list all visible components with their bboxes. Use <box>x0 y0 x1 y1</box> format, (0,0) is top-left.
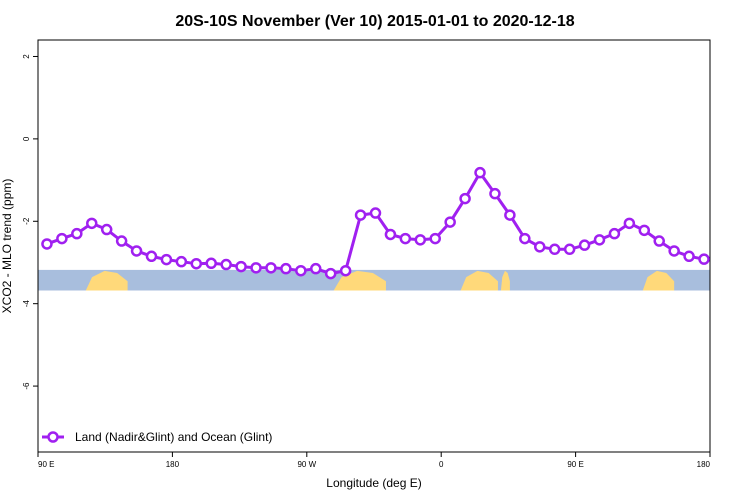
data-point-18 <box>310 262 322 275</box>
data-point-24 <box>399 232 412 245</box>
legend-label: Land (Nadir&Glint) and Ocean (Glint) <box>75 430 272 444</box>
data-point-35 <box>563 243 576 256</box>
data-point-17 <box>295 264 307 277</box>
data-point-12 <box>220 258 232 271</box>
data-point-23 <box>384 228 397 241</box>
data-point-26 <box>429 232 441 245</box>
data-point-8 <box>160 253 173 266</box>
data-point-9 <box>175 255 188 268</box>
data-point-14 <box>250 262 262 274</box>
data-point-3 <box>86 217 98 230</box>
data-point-21 <box>354 209 367 221</box>
data-point-4 <box>100 223 113 236</box>
data-point-11 <box>205 257 217 270</box>
data-point-37 <box>593 234 606 246</box>
data-point-25 <box>414 234 427 246</box>
y-tick-label-1: 0 <box>22 136 31 141</box>
data-point-6 <box>130 245 143 257</box>
data-point-40 <box>638 224 651 237</box>
data-point-7 <box>145 250 158 263</box>
data-point-10 <box>190 257 203 270</box>
data-point-30 <box>489 187 501 200</box>
data-point-0 <box>41 238 53 250</box>
y-axis: 2 0 -2 -4 -6 <box>22 54 38 390</box>
data-point-38 <box>608 227 621 240</box>
land-patch-4 <box>642 270 675 291</box>
y-tick-label-2: -2 <box>22 217 31 225</box>
data-point-43 <box>683 250 695 263</box>
data-point-32 <box>519 232 531 245</box>
data-point-31 <box>504 209 516 221</box>
plot-frame <box>37 39 711 453</box>
y-axis-label: XCO2 - MLO trend (ppm) <box>0 179 14 314</box>
series-group <box>41 166 710 280</box>
data-point-33 <box>534 241 546 253</box>
land-patch-3 <box>500 270 510 291</box>
data-point-16 <box>280 262 292 275</box>
chart-title: 20S-10S November (Ver 10) 2015-01-01 to … <box>175 13 574 30</box>
x-tick-label-1: 180 <box>166 460 180 469</box>
data-point-27 <box>444 216 456 228</box>
y-tick-label-0: 2 <box>22 54 31 59</box>
data-point-44 <box>698 253 710 265</box>
y-tick-label-3: -4 <box>22 300 31 308</box>
x-tick-label-3: 0 <box>439 460 444 469</box>
land-patch-2 <box>460 270 498 291</box>
legend: Land (Nadir&Glint) and Ocean (Glint) <box>42 430 272 444</box>
data-point-36 <box>578 239 591 251</box>
data-point-34 <box>548 243 561 256</box>
x-tick-label-0: 90 E <box>38 460 54 469</box>
data-point-15 <box>265 262 277 274</box>
data-point-41 <box>653 235 665 247</box>
x-tick-label-2: 90 W <box>297 460 316 469</box>
land-patch-0 <box>85 270 128 291</box>
x-axis-label: Longitude (deg E) <box>326 476 421 490</box>
data-point-19 <box>324 267 337 280</box>
y-tick-label-4: -6 <box>22 382 31 390</box>
data-point-28 <box>459 192 471 205</box>
data-point-39 <box>623 217 636 230</box>
data-point-29 <box>474 166 486 179</box>
legend-marker <box>47 431 59 443</box>
data-point-5 <box>115 235 128 247</box>
data-point-2 <box>71 227 83 240</box>
data-point-42 <box>668 245 680 257</box>
series-line <box>46 171 705 276</box>
data-point-20 <box>339 264 352 277</box>
map-strip <box>38 269 710 291</box>
data-point-13 <box>235 260 247 273</box>
data-point-22 <box>369 207 382 219</box>
x-axis: 90 E 180 90 W 0 90 E 180 <box>37 452 711 469</box>
x-tick-label-5: 180 <box>697 460 711 469</box>
data-point-1 <box>56 232 68 245</box>
x-tick-label-4: 90 E <box>567 460 583 469</box>
